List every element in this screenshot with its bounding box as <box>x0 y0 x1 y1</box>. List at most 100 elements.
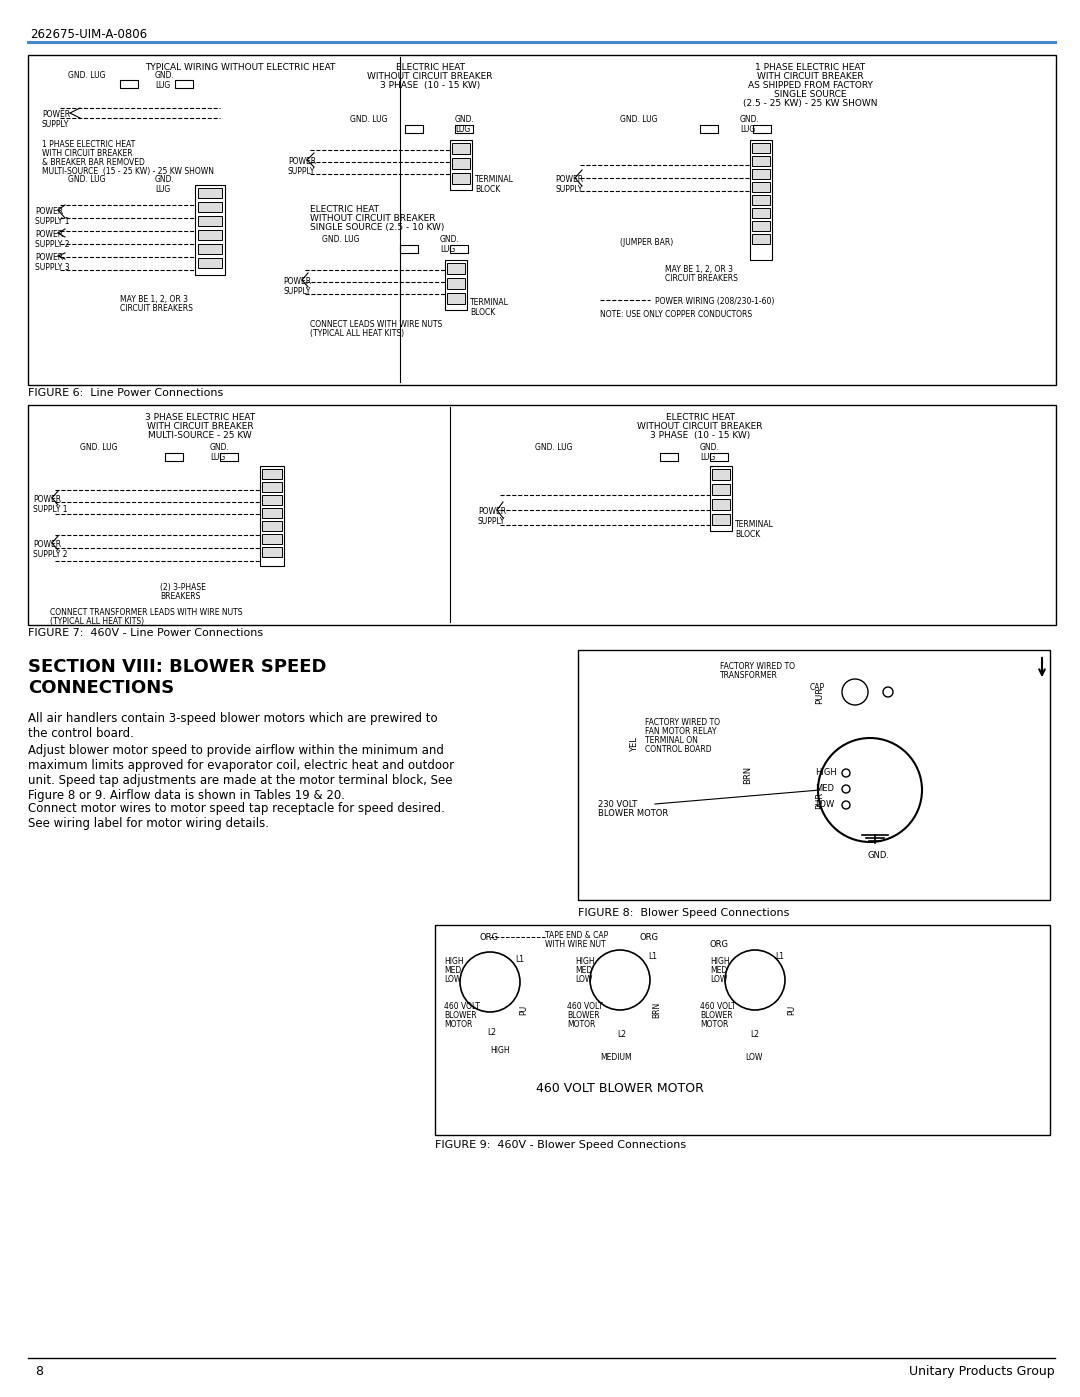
Text: POWER
SUPPLY: POWER SUPPLY <box>42 110 70 130</box>
Bar <box>752 182 770 191</box>
Text: PU: PU <box>787 1004 797 1016</box>
Bar <box>712 514 730 525</box>
Text: HIGH: HIGH <box>710 957 730 965</box>
Text: WITH CIRCUIT BREAKER: WITH CIRCUIT BREAKER <box>42 149 133 158</box>
Text: BLOWER: BLOWER <box>444 1011 476 1020</box>
Bar <box>262 548 282 557</box>
Bar <box>750 140 772 260</box>
Text: CIRCUIT BREAKERS: CIRCUIT BREAKERS <box>120 305 193 313</box>
Circle shape <box>883 687 893 697</box>
Text: (JUMPER BAR): (JUMPER BAR) <box>620 237 673 247</box>
Text: CONNECT LEADS WITH WIRE NUTS: CONNECT LEADS WITH WIRE NUTS <box>310 320 442 330</box>
Bar <box>198 189 222 198</box>
Text: 230 VOLT: 230 VOLT <box>598 800 637 809</box>
Text: TERMINAL
BLOCK: TERMINAL BLOCK <box>475 175 514 194</box>
Bar <box>578 650 1050 900</box>
Bar <box>198 217 222 226</box>
Bar <box>445 260 467 310</box>
Text: 3 PHASE ELECTRIC HEAT: 3 PHASE ELECTRIC HEAT <box>145 414 255 422</box>
Bar <box>752 169 770 179</box>
Text: WITH CIRCUIT BREAKER: WITH CIRCUIT BREAKER <box>757 73 863 81</box>
Text: NOTE: USE ONLY COPPER CONDUCTORS: NOTE: USE ONLY COPPER CONDUCTORS <box>600 310 752 319</box>
Text: HIGH: HIGH <box>575 957 595 965</box>
Text: SINGLE SOURCE: SINGLE SOURCE <box>773 89 847 99</box>
Bar <box>220 453 238 461</box>
Text: 460 VOLT: 460 VOLT <box>444 1002 480 1011</box>
Text: POWER
SUPPLY 1: POWER SUPPLY 1 <box>35 207 69 226</box>
Bar <box>198 203 222 212</box>
Bar <box>447 263 465 274</box>
Text: 460 VOLT: 460 VOLT <box>700 1002 735 1011</box>
Bar <box>453 142 470 154</box>
Text: 262675-UIM-A-0806: 262675-UIM-A-0806 <box>30 28 147 41</box>
Text: 460 VOLT: 460 VOLT <box>567 1002 603 1011</box>
Text: POWER
SUPPLY 1: POWER SUPPLY 1 <box>33 495 67 514</box>
Text: TYPICAL WIRING WITHOUT ELECTRIC HEAT: TYPICAL WIRING WITHOUT ELECTRIC HEAT <box>145 63 336 73</box>
Text: YEL: YEL <box>631 738 639 753</box>
Bar <box>712 499 730 510</box>
Text: GND.
LUG: GND. LUG <box>440 235 460 254</box>
Text: BRN: BRN <box>652 1002 661 1018</box>
Text: L1: L1 <box>775 951 784 961</box>
Text: 1 PHASE ELECTRIC HEAT: 1 PHASE ELECTRIC HEAT <box>755 63 865 73</box>
Text: FIGURE 8:  Blower Speed Connections: FIGURE 8: Blower Speed Connections <box>578 908 789 918</box>
Text: BLOWER: BLOWER <box>567 1011 599 1020</box>
Text: MAY BE 1, 2, OR 3: MAY BE 1, 2, OR 3 <box>120 295 188 305</box>
Text: GND.
LUG: GND. LUG <box>156 71 175 91</box>
Bar <box>262 495 282 504</box>
Text: SINGLE SOURCE (2.5 - 10 KW): SINGLE SOURCE (2.5 - 10 KW) <box>310 224 444 232</box>
Bar <box>450 140 472 190</box>
Bar <box>700 124 718 133</box>
Bar <box>120 80 138 88</box>
Text: WITHOUT CIRCUIT BREAKER: WITHOUT CIRCUIT BREAKER <box>310 214 435 224</box>
Bar <box>752 196 770 205</box>
Text: (2.5 - 25 KW) - 25 KW SHOWN: (2.5 - 25 KW) - 25 KW SHOWN <box>743 99 877 108</box>
Text: LOW: LOW <box>710 975 727 983</box>
Text: ELECTRIC HEAT: ELECTRIC HEAT <box>665 414 734 422</box>
Text: GND.
LUG: GND. LUG <box>700 443 720 462</box>
Text: POWER
SUPPLY: POWER SUPPLY <box>288 156 316 176</box>
Bar <box>262 482 282 492</box>
Text: ORG: ORG <box>640 933 659 942</box>
Text: 8: 8 <box>35 1365 43 1377</box>
Text: Adjust blower motor speed to provide airflow within the minimum and
maximum limi: Adjust blower motor speed to provide air… <box>28 745 454 802</box>
Text: WITH WIRE NUT: WITH WIRE NUT <box>545 940 606 949</box>
Text: PUR: PUR <box>815 686 824 704</box>
Bar <box>752 221 770 231</box>
Text: SECTION VIII: BLOWER SPEED
CONNECTIONS: SECTION VIII: BLOWER SPEED CONNECTIONS <box>28 658 326 697</box>
Text: POWER
SUPPLY: POWER SUPPLY <box>478 507 507 527</box>
Text: L1: L1 <box>515 956 524 964</box>
Text: TERMINAL ON: TERMINAL ON <box>645 736 698 745</box>
Text: ELECTRIC HEAT: ELECTRIC HEAT <box>395 63 464 73</box>
Text: HIGH: HIGH <box>490 1046 510 1055</box>
Bar <box>260 467 284 566</box>
Text: POWER
SUPPLY 2: POWER SUPPLY 2 <box>33 541 67 559</box>
Bar <box>450 244 468 253</box>
Text: GND.: GND. <box>867 851 889 861</box>
Text: WITHOUT CIRCUIT BREAKER: WITHOUT CIRCUIT BREAKER <box>637 422 762 432</box>
Text: L2: L2 <box>750 1030 759 1039</box>
Text: FACTORY WIRED TO: FACTORY WIRED TO <box>720 662 795 671</box>
Bar <box>710 467 732 531</box>
Text: (TYPICAL ALL HEAT KITS): (TYPICAL ALL HEAT KITS) <box>310 330 404 338</box>
Bar <box>660 453 678 461</box>
Text: TERMINAL
BLOCK: TERMINAL BLOCK <box>735 520 774 539</box>
Text: GND. LUG: GND. LUG <box>80 443 118 453</box>
Text: GND.
LUG: GND. LUG <box>455 115 475 134</box>
Circle shape <box>818 738 922 842</box>
Text: CONNECT TRANSFORMER LEADS WITH WIRE NUTS: CONNECT TRANSFORMER LEADS WITH WIRE NUTS <box>50 608 243 617</box>
Text: WITH CIRCUIT BREAKER: WITH CIRCUIT BREAKER <box>147 422 254 432</box>
Text: GND. LUG: GND. LUG <box>68 71 106 80</box>
Bar <box>753 124 771 133</box>
Text: GND.
LUG: GND. LUG <box>156 175 175 194</box>
Text: FIGURE 7:  460V - Line Power Connections: FIGURE 7: 460V - Line Power Connections <box>28 629 264 638</box>
Bar <box>447 278 465 289</box>
Text: POWER
SUPPLY 2: POWER SUPPLY 2 <box>35 231 69 250</box>
Bar <box>712 483 730 495</box>
Bar <box>198 244 222 254</box>
Bar <box>435 925 1050 1134</box>
Text: TRANSFORMER: TRANSFORMER <box>720 671 778 680</box>
Text: FAN MOTOR RELAY: FAN MOTOR RELAY <box>645 726 716 736</box>
Text: AS SHIPPED FROM FACTORY: AS SHIPPED FROM FACTORY <box>747 81 873 89</box>
Circle shape <box>590 950 650 1010</box>
